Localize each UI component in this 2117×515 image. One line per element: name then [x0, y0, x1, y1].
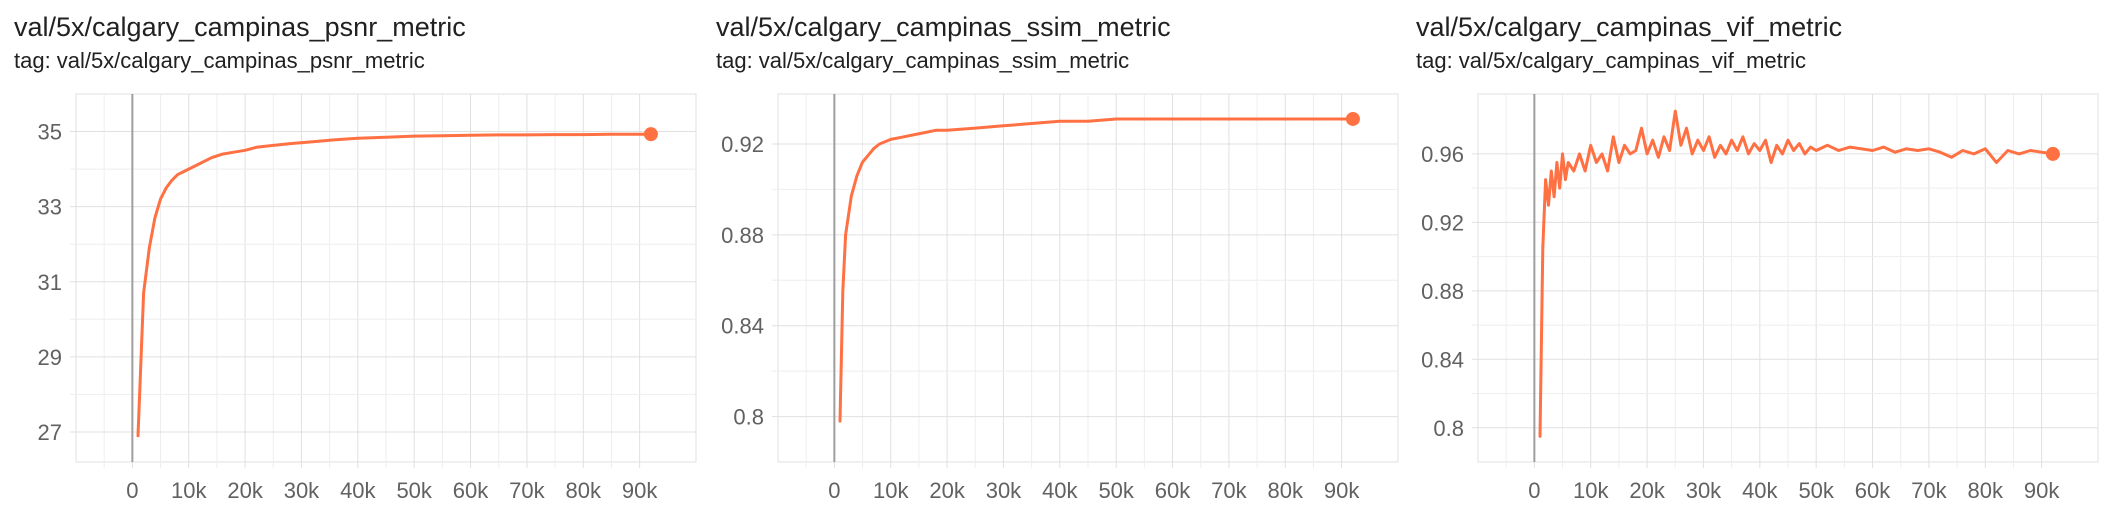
y-tick-label: 27 [38, 420, 62, 445]
chart-plot[interactable]: 0 10k 20k 30k 40k 50k 60k 70k 80k 90k 0.8 0.84 0.88 0… [1416, 80, 2116, 515]
chart-title: val/5x/calgary_campinas_psnr_metric [14, 12, 466, 42]
tag-prefix: tag: [14, 48, 51, 73]
x-tick-label: 50k [1798, 478, 1834, 503]
y-tick-label: 0.88 [721, 223, 764, 248]
x-tick-label: 70k [509, 478, 545, 503]
x-tick-label: 20k [929, 478, 965, 503]
x-tick-label: 70k [1211, 478, 1247, 503]
x-tick-label: 0 [828, 478, 840, 503]
x-tick-label: 10k [873, 478, 909, 503]
y-tick-label: 0.88 [1421, 279, 1464, 304]
tag-value: val/5x/calgary_campinas_psnr_metric [56, 48, 425, 73]
series-line [136, 132, 653, 438]
y-tick-label: 0.84 [721, 314, 764, 339]
chart-tag: tag: val/5x/calgary_campinas_ssim_metric [716, 48, 1129, 74]
y-tick-label: 0.8 [1433, 416, 1464, 441]
x-tick-label: 30k [986, 478, 1022, 503]
x-tick-label: 20k [1629, 478, 1665, 503]
y-tick-label: 0.92 [1421, 210, 1464, 235]
tag-value: val/5x/calgary_campinas_vif_metric [1458, 48, 1806, 73]
x-tick-label: 50k [396, 478, 432, 503]
chart-plot[interactable]: 0 10k 20k 30k 40k 50k 60k 70k 80k 90k 27 29 31 33 35 [14, 80, 714, 515]
y-tick-label: 31 [38, 270, 62, 295]
x-tick-label: 70k [1911, 478, 1947, 503]
x-tick-label: 20k [227, 478, 263, 503]
series-line [838, 117, 1355, 423]
tag-prefix: tag: [1416, 48, 1453, 73]
x-tick-label: 10k [171, 478, 207, 503]
chart-card-vif: val/5x/calgary_campinas_vif_metric tag: v… [1416, 0, 2116, 515]
x-tick-label: 90k [622, 478, 658, 503]
x-tick-label: 0 [126, 478, 138, 503]
x-tick-label: 40k [340, 478, 376, 503]
chart-title: val/5x/calgary_campinas_vif_metric [1416, 12, 1843, 42]
y-tick-label: 0.8 [733, 405, 764, 430]
series-end-marker [643, 127, 658, 142]
x-tick-label: 0 [1528, 478, 1540, 503]
x-tick-label: 50k [1098, 478, 1134, 503]
x-tick-label: 30k [284, 478, 320, 503]
x-tick-label: 10k [1573, 478, 1609, 503]
series-end-marker [2045, 146, 2060, 161]
series-line [1538, 109, 2055, 438]
chart-card-psnr: val/5x/calgary_campinas_psnr_metric tag:… [14, 0, 714, 515]
y-tick-label: 0.96 [1421, 142, 1464, 167]
chart-card-ssim: val/5x/calgary_campinas_ssim_metric tag:… [716, 0, 1416, 515]
x-tick-label: 90k [2024, 478, 2060, 503]
x-tick-label: 60k [453, 478, 489, 503]
x-tick-label: 40k [1042, 478, 1078, 503]
x-tick-label: 60k [1155, 478, 1191, 503]
y-tick-label: 35 [38, 120, 62, 145]
series-end-marker [1345, 111, 1360, 126]
y-tick-label: 0.84 [1421, 347, 1464, 372]
x-tick-label: 80k [1268, 478, 1304, 503]
chart-tag: tag: val/5x/calgary_campinas_psnr_metric [14, 48, 425, 74]
x-tick-label: 90k [1324, 478, 1360, 503]
x-tick-label: 80k [1968, 478, 2004, 503]
y-tick-label: 33 [38, 195, 62, 220]
y-tick-label: 0.92 [721, 132, 764, 157]
x-tick-label: 40k [1742, 478, 1778, 503]
chart-title: val/5x/calgary_campinas_ssim_metric [716, 12, 1171, 42]
chart-tag: tag: val/5x/calgary_campinas_vif_metric [1416, 48, 1806, 74]
tag-value: val/5x/calgary_campinas_ssim_metric [758, 48, 1130, 73]
x-tick-label: 30k [1686, 478, 1722, 503]
chart-plot[interactable]: 0 10k 20k 30k 40k 50k 60k 70k 80k 90k 0.8 0.84 0.88 0… [716, 80, 1416, 515]
tag-prefix: tag: [716, 48, 753, 73]
y-tick-label: 29 [38, 345, 62, 370]
x-tick-label: 80k [566, 478, 602, 503]
x-tick-label: 60k [1855, 478, 1891, 503]
